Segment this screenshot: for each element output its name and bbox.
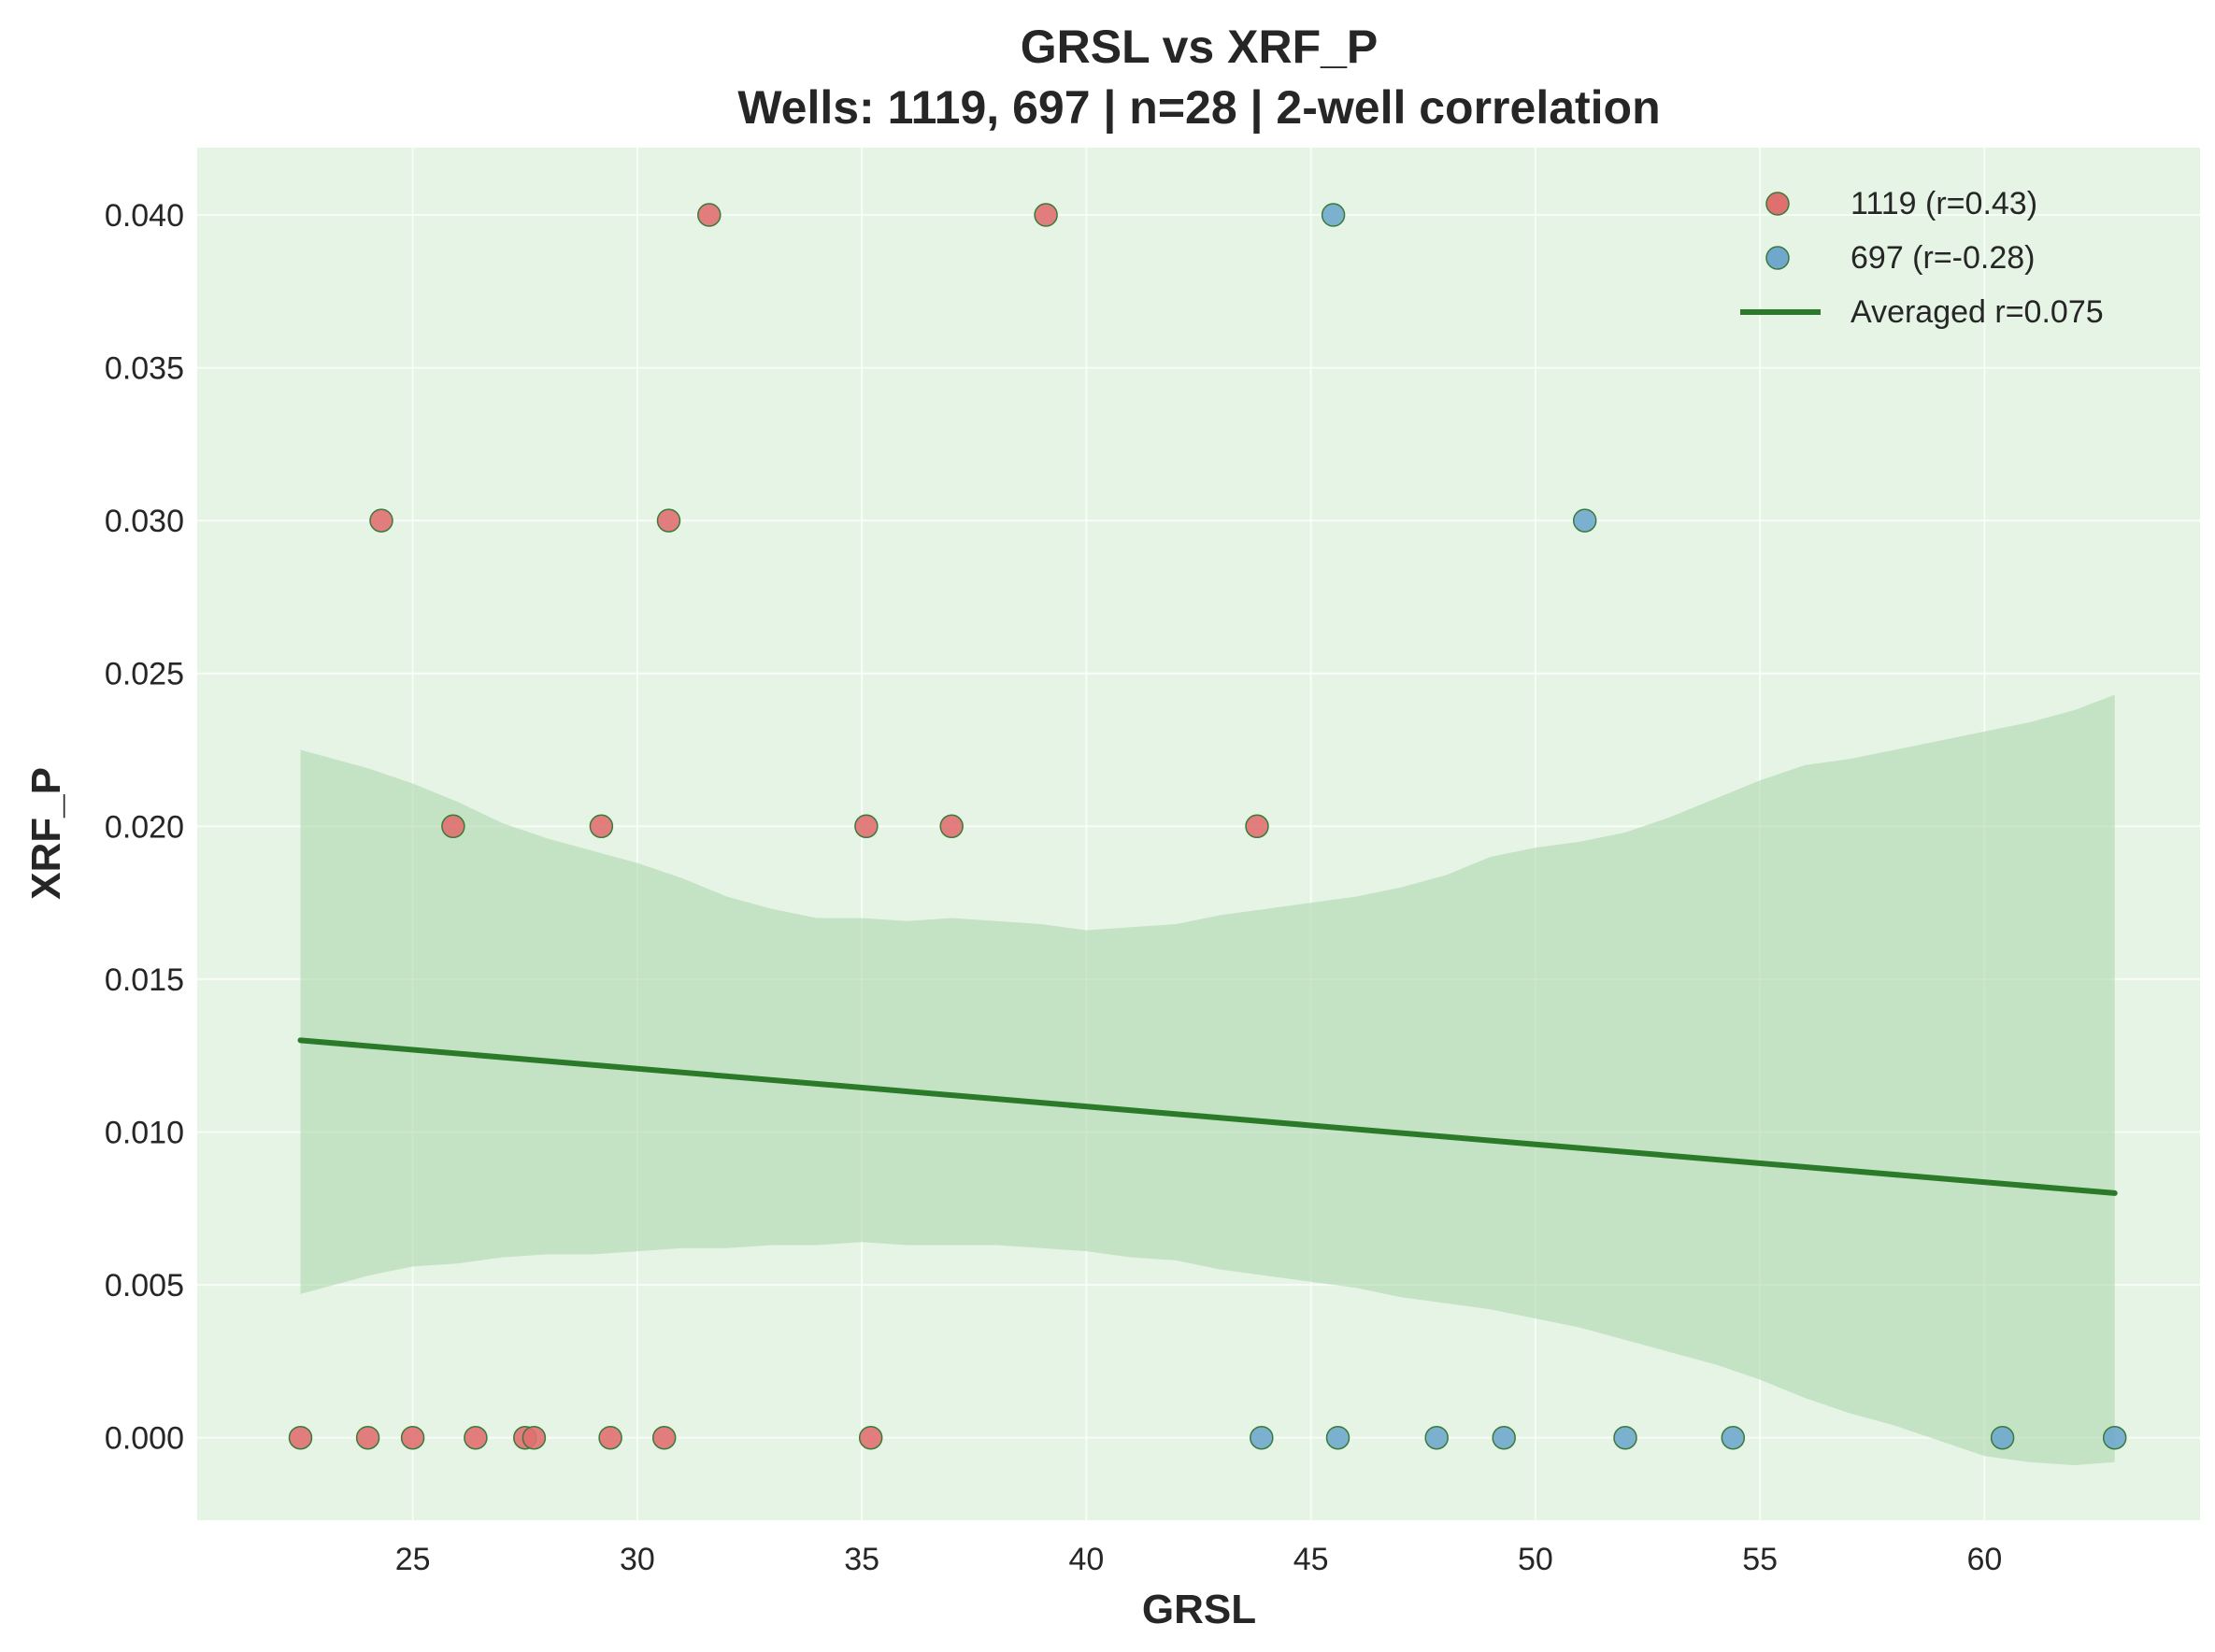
data-point-well-1119 bbox=[598, 1425, 622, 1450]
data-point-well-697 bbox=[2102, 1425, 2127, 1450]
legend-label-averaged: Averaged r=0.075 bbox=[1851, 294, 2104, 330]
data-point-well-697 bbox=[1321, 203, 1346, 227]
data-point-well-1119 bbox=[369, 508, 393, 533]
data-point-well-697 bbox=[1424, 1425, 1449, 1450]
data-point-well-1119 bbox=[697, 203, 722, 227]
data-point-well-1119 bbox=[854, 814, 879, 839]
x-tick-label: 55 bbox=[1742, 1542, 1778, 1577]
y-axis-label: XRF_P bbox=[23, 767, 69, 900]
x-tick-label: 45 bbox=[1293, 1542, 1329, 1577]
data-point-well-1119 bbox=[400, 1425, 425, 1450]
confidence-band-layer bbox=[300, 694, 2115, 1466]
x-tick-label: 40 bbox=[1068, 1542, 1104, 1577]
averaged-regression-line bbox=[297, 1037, 2118, 1196]
y-tick-label: 0.035 bbox=[105, 351, 184, 387]
data-point-well-697 bbox=[1613, 1425, 1637, 1450]
data-point-well-1119 bbox=[522, 1425, 547, 1450]
data-point-well-1119 bbox=[441, 814, 465, 839]
data-points-layer bbox=[288, 203, 2127, 1450]
regression-line-layer bbox=[297, 1037, 2118, 1196]
legend-label-1119: 1119 (r=0.43) bbox=[1851, 186, 2037, 221]
x-tick-label: 30 bbox=[620, 1542, 655, 1577]
y-tick-label: 0.030 bbox=[105, 504, 184, 539]
y-tick-label: 0.000 bbox=[105, 1421, 184, 1457]
y-tick-label: 0.040 bbox=[105, 198, 184, 234]
x-axis-label: GRSL bbox=[1142, 1587, 1256, 1632]
legend-label-697: 697 (r=-0.28) bbox=[1851, 240, 2036, 276]
confidence-band bbox=[300, 694, 2115, 1466]
legend: 1119 (r=0.43) 697 (r=-0.28) Averaged r=0… bbox=[1740, 186, 2104, 330]
data-point-well-1119 bbox=[288, 1425, 313, 1450]
y-tick-label: 0.025 bbox=[105, 657, 184, 692]
y-tick-label: 0.010 bbox=[105, 1115, 184, 1150]
data-point-well-1119 bbox=[858, 1425, 883, 1450]
data-point-well-1119 bbox=[651, 1425, 677, 1450]
y-axis-ticks: 0.000 0.005 0.010 0.015 0.020 0.025 0.030 0.035… bbox=[105, 198, 184, 1457]
x-axis-ticks: 25 30 35 40 45 50 55 60 bbox=[395, 1542, 2003, 1577]
data-point-well-1119 bbox=[589, 814, 614, 839]
y-tick-label: 0.005 bbox=[105, 1268, 184, 1303]
x-tick-label: 60 bbox=[1966, 1542, 2002, 1577]
legend-marker-697 bbox=[1765, 246, 1790, 270]
x-tick-label: 35 bbox=[844, 1542, 879, 1577]
chart-title: GRSL vs XRF_P bbox=[1021, 21, 1379, 73]
data-point-well-1119 bbox=[355, 1425, 380, 1450]
data-point-well-697 bbox=[1572, 508, 1597, 533]
data-point-well-1119 bbox=[1034, 203, 1058, 227]
data-point-well-1119 bbox=[656, 508, 681, 533]
data-point-well-1119 bbox=[464, 1425, 488, 1450]
chart-subtitle: Wells: 1119, 697 | n=28 | 2-well correla… bbox=[737, 81, 1660, 135]
x-tick-label: 50 bbox=[1518, 1542, 1553, 1577]
data-point-well-697 bbox=[1721, 1425, 1746, 1450]
data-point-well-1119 bbox=[939, 814, 964, 839]
x-tick-label: 25 bbox=[395, 1542, 431, 1577]
data-point-well-697 bbox=[1250, 1425, 1274, 1450]
data-point-well-697 bbox=[1325, 1425, 1350, 1450]
legend-marker-1119 bbox=[1765, 192, 1790, 216]
data-point-well-1119 bbox=[1245, 814, 1269, 839]
y-tick-label: 0.020 bbox=[105, 809, 184, 845]
y-tick-label: 0.015 bbox=[105, 962, 184, 998]
data-point-well-697 bbox=[1492, 1425, 1516, 1450]
data-point-well-697 bbox=[1990, 1425, 2015, 1450]
